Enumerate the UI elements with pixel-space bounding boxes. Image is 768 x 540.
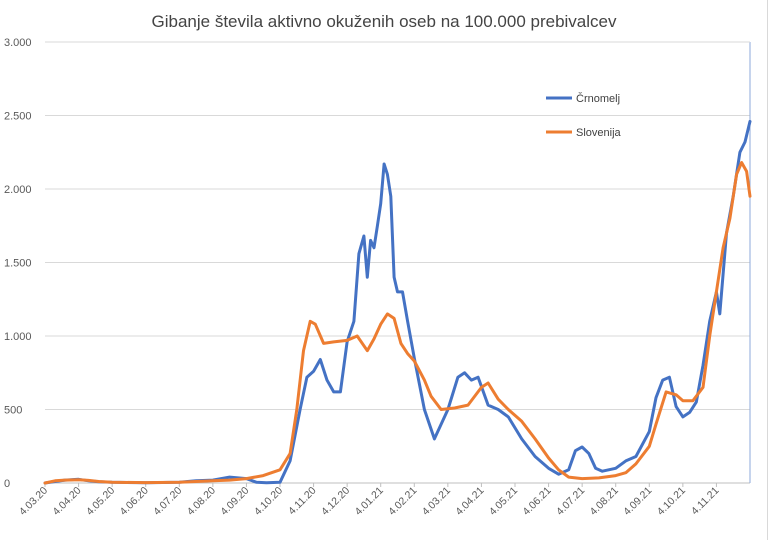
y-tick-label: 1.000	[4, 331, 32, 343]
x-tick-label: 4.06.21	[520, 485, 553, 518]
x-tick-label: 4.01.21	[353, 485, 386, 518]
x-tick-label: 4.04.21	[453, 485, 486, 518]
y-tick-label: 500	[4, 405, 22, 417]
x-tick-label: 4.11.20	[286, 485, 319, 518]
y-tick-label: 2.500	[4, 111, 32, 123]
x-tick-label: 4.10.21	[655, 485, 688, 518]
chart-title: Gibanje števila aktivno okuženih oseb na…	[151, 12, 617, 31]
series-line-rnomelj	[43, 119, 752, 485]
x-tick-label: 4.10.20	[252, 485, 285, 518]
x-tick-label: 4.12.20	[319, 485, 352, 518]
legend-label: Slovenija	[576, 127, 622, 139]
x-tick-label: 4.03.20	[17, 485, 50, 518]
x-tick-label: 4.05.21	[487, 485, 520, 518]
y-tick-label: 0	[4, 478, 10, 490]
x-tick-label: 4.06.20	[118, 485, 151, 518]
y-tick-label: 1.500	[4, 258, 32, 270]
x-tick-label: 4.09.20	[218, 485, 251, 518]
x-tick-label: 4.11.21	[689, 485, 722, 518]
x-tick-label: 4.07.20	[151, 485, 184, 518]
legend-label: Črnomelj	[576, 92, 620, 105]
x-tick-label: 4.09.21	[621, 485, 654, 518]
x-tick-label: 4.03.21	[420, 485, 453, 518]
x-tick-label: 4.02.21	[386, 485, 419, 518]
y-tick-label: 2.000	[4, 184, 32, 196]
series-line-slovenija	[43, 161, 752, 485]
x-tick-label: 4.04.20	[50, 485, 83, 518]
y-tick-label: 3.000	[4, 37, 32, 49]
x-tick-label: 4.08.20	[185, 485, 218, 518]
x-tick-label: 4.05.20	[84, 485, 117, 518]
x-tick-label: 4.07.21	[554, 485, 587, 518]
x-tick-label: 4.08.21	[588, 485, 621, 518]
